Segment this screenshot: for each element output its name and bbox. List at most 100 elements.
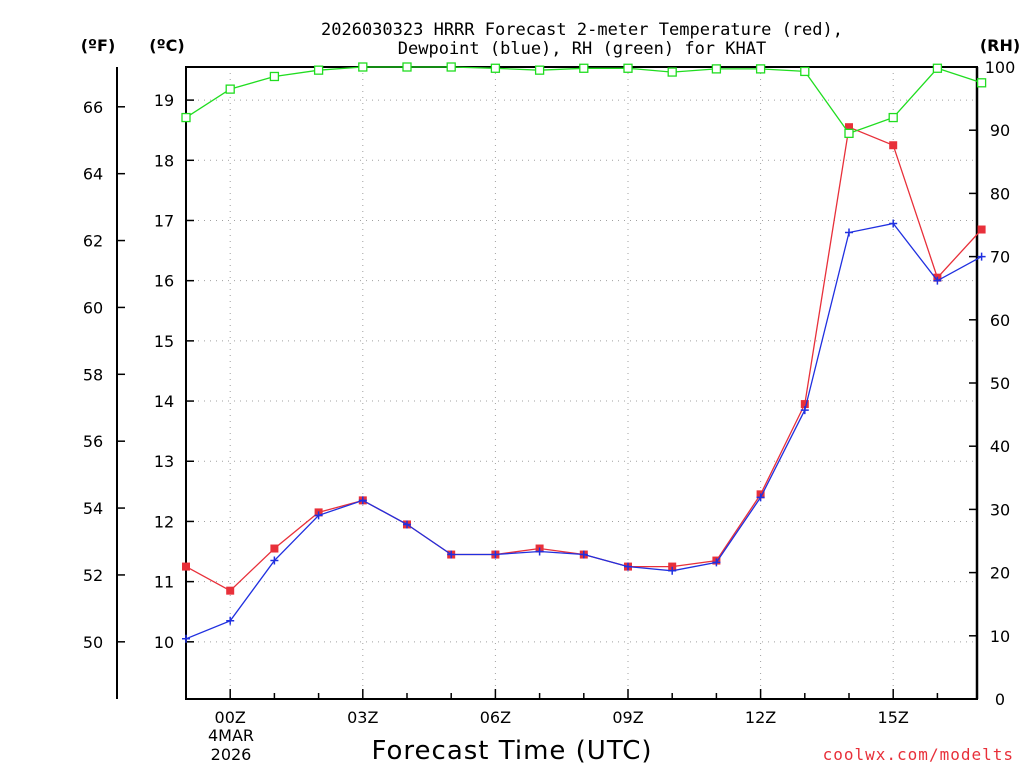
fahrenheit-tick-label: 60 — [83, 298, 103, 317]
rh-point — [269, 71, 280, 82]
celsius-tick-label: 15 — [154, 332, 174, 351]
temperature-point — [889, 141, 898, 150]
series-rh — [181, 62, 987, 139]
x-axis-title: Forecast Time (UTC) — [371, 736, 652, 766]
celsius-tick-label: 13 — [154, 452, 174, 471]
dewpoint-point — [668, 566, 677, 575]
fahrenheit-tick-label: 56 — [83, 432, 103, 451]
rh-tick-label: 70 — [990, 248, 1010, 267]
chart-title-line-1: 2026030323 HRRR Forecast 2-meter Tempera… — [321, 20, 843, 40]
dewpoint-point — [447, 550, 456, 559]
temperature-point — [270, 544, 279, 553]
rh-tick-label: 20 — [990, 564, 1010, 583]
rh-point — [313, 65, 324, 75]
time-tick-label: 06Z — [480, 708, 511, 727]
rh-point — [534, 65, 545, 75]
temperature-point — [182, 562, 190, 571]
date-label-year: 2026 — [211, 745, 252, 764]
rh-point — [181, 112, 191, 123]
series-line-temperature — [185, 126, 983, 592]
dewpoint-point — [314, 511, 323, 520]
series-temperature — [182, 123, 986, 595]
rh-point — [755, 64, 766, 74]
dewpoint-point — [182, 634, 190, 643]
celsius-tick-label: 19 — [154, 91, 174, 110]
dewpoint-point — [889, 219, 898, 228]
rh-tick-label: 50 — [990, 374, 1010, 393]
rh-tick-label: 80 — [990, 184, 1010, 203]
celsius-tick-label: 12 — [154, 512, 174, 531]
time-axis-ticks: 00Z 03Z 06Z 09Z 12Z 15Z — [185, 689, 939, 727]
dewpoint-point — [270, 556, 279, 565]
temperature-point — [845, 123, 853, 132]
celsius-tick-label: 10 — [154, 633, 174, 652]
dewpoint-point — [226, 616, 235, 625]
grid-lines — [186, 67, 977, 699]
series-layer — [181, 62, 987, 643]
rh-unit-label: (RH) — [980, 36, 1020, 55]
rh-point — [225, 84, 235, 94]
temperature-point — [668, 562, 677, 571]
celsius-tick-label: 11 — [154, 573, 174, 592]
fahrenheit-axis-ticks: 50 52 54 56 58 60 62 64 66 — [83, 98, 125, 652]
rh-point — [667, 67, 677, 77]
dewpoint-point — [358, 496, 367, 505]
fahrenheit-tick-label: 50 — [83, 633, 103, 652]
rh-point — [800, 66, 810, 77]
fahrenheit-tick-label: 54 — [83, 499, 103, 518]
dewpoint-point — [712, 558, 721, 567]
rh-point — [932, 63, 943, 73]
time-tick-label: 00Z — [215, 708, 246, 727]
fahrenheit-tick-label: 58 — [83, 365, 103, 384]
dewpoint-point — [800, 406, 809, 415]
rh-point — [446, 62, 456, 72]
rh-tick-label: 60 — [990, 311, 1010, 330]
fahrenheit-tick-label: 62 — [83, 232, 103, 251]
rh-point — [976, 78, 987, 88]
rh-point — [490, 63, 501, 73]
celsius-tick-label: 18 — [154, 151, 174, 170]
fahrenheit-tick-label: 66 — [83, 98, 103, 117]
time-tick-label: 15Z — [878, 708, 909, 727]
fahrenheit-tick-label: 64 — [83, 165, 103, 184]
dewpoint-point — [756, 493, 765, 502]
series-line-rh — [185, 66, 982, 135]
rh-tick-label: 90 — [990, 121, 1010, 140]
fahrenheit-unit-label: (ºF) — [81, 36, 116, 55]
celsius-tick-label: 17 — [154, 211, 174, 230]
celsius-tick-label: 14 — [154, 392, 174, 411]
dewpoint-point — [579, 550, 588, 559]
rh-point — [844, 128, 854, 139]
temperature-point — [800, 400, 809, 409]
rh-point — [402, 62, 412, 72]
rh-tick-label: 40 — [990, 437, 1010, 456]
source-credit: coolwx.com/modelts — [823, 745, 1014, 764]
time-tick-label: 09Z — [612, 708, 643, 727]
dewpoint-point — [491, 550, 500, 559]
fahrenheit-tick-label: 52 — [83, 566, 103, 585]
rh-point — [579, 63, 589, 73]
celsius-axis-ticks: 10 11 12 13 14 15 16 17 18 19 — [154, 91, 194, 652]
rh-point — [888, 112, 898, 123]
rh-tick-label: 0 — [995, 690, 1005, 709]
rh-point — [358, 62, 368, 72]
chart-title-line-2: Dewpoint (blue), RH (green) for KHAT — [398, 39, 766, 59]
temperature-point — [977, 225, 986, 234]
rh-tick-label: 100 — [985, 58, 1016, 77]
dewpoint-point — [403, 520, 411, 529]
date-label-month: 4MAR — [208, 726, 254, 745]
celsius-unit-label: (ºC) — [149, 36, 184, 55]
rh-point — [623, 63, 633, 73]
rh-axis-ticks: 0 10 20 30 40 50 60 70 80 90 100 — [969, 58, 1015, 709]
series-dewpoint — [182, 219, 986, 643]
plot-frame — [185, 66, 978, 700]
dewpoint-point — [535, 547, 544, 556]
time-tick-label: 12Z — [745, 708, 776, 727]
dewpoint-point — [977, 252, 986, 261]
dewpoint-point — [933, 276, 942, 285]
dewpoint-point — [624, 562, 632, 571]
rh-tick-label: 30 — [990, 500, 1010, 519]
rh-point — [711, 64, 722, 74]
celsius-tick-label: 16 — [154, 272, 174, 291]
